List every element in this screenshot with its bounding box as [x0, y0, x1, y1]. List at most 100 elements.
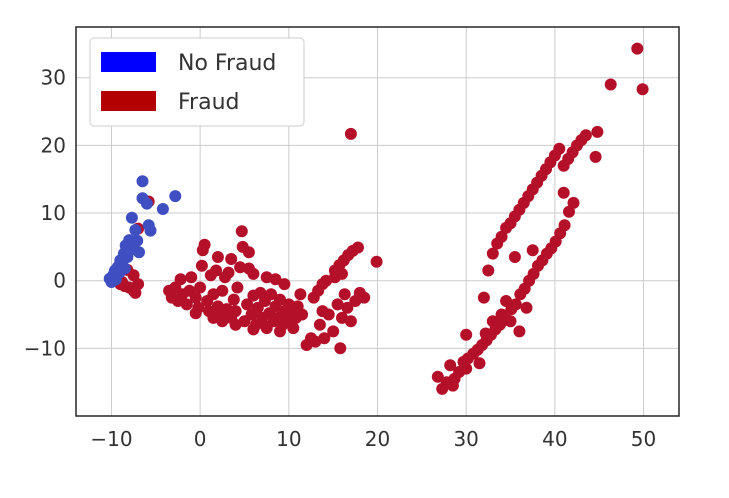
fraud-point	[189, 307, 202, 320]
legend-swatch-fraud	[101, 91, 156, 111]
fraud-point	[444, 359, 457, 372]
legend-label-no-fraud: No Fraud	[178, 51, 276, 76]
x-tick-label: 30	[453, 427, 478, 451]
x-tick-label: 20	[365, 427, 390, 451]
y-tick-label: 20	[41, 133, 66, 157]
fraud-point	[477, 291, 490, 304]
fraud-point	[591, 125, 604, 138]
fraud-point	[526, 244, 539, 257]
fraud-point	[185, 271, 198, 284]
fraud-point	[225, 253, 238, 265]
fraud-point	[241, 298, 254, 311]
fraud-point	[296, 308, 309, 321]
fraud-point	[313, 318, 326, 331]
y-tick-label: 0	[53, 269, 66, 293]
no-fraud-point	[125, 211, 138, 224]
y-tick-label: 10	[41, 201, 66, 225]
fraud-point	[431, 370, 444, 383]
no-fraud-point	[131, 234, 144, 247]
fraud-point	[274, 325, 286, 338]
fraud-point	[331, 298, 344, 311]
fraud-point	[274, 293, 286, 306]
fraud-point	[318, 332, 331, 345]
fraud-point	[344, 127, 357, 140]
fraud-point	[195, 259, 208, 272]
fraud-point	[509, 298, 522, 311]
fraud-point	[222, 266, 235, 279]
fraud-point	[231, 281, 244, 294]
fraud-point	[341, 301, 354, 314]
fraud-point	[260, 322, 273, 335]
fraud-point	[344, 315, 357, 328]
fraud-point	[338, 288, 351, 301]
fraud-point	[174, 273, 187, 286]
fraud-point	[482, 264, 495, 277]
data-points	[103, 42, 649, 395]
fraud-point	[234, 261, 247, 274]
fraud-point	[129, 286, 142, 299]
fraud-point	[460, 328, 473, 341]
no-fraud-point	[118, 262, 131, 275]
x-tick-label: 50	[631, 427, 656, 451]
fraud-point	[631, 42, 644, 55]
fraud-point	[247, 323, 260, 336]
fraud-point	[508, 251, 521, 263]
fraud-point	[558, 219, 571, 232]
fraud-point	[216, 284, 229, 297]
legend-swatch-no-fraud	[101, 52, 156, 72]
fraud-point	[567, 196, 580, 209]
y-axis-ticks: −10 0 10 20 30	[24, 66, 66, 361]
fraud-point	[334, 342, 347, 355]
y-tick-label: 30	[41, 66, 66, 90]
fraud-point	[358, 291, 371, 304]
x-tick-label: 0	[194, 427, 207, 451]
x-axis-ticks: −10 0 10 20 30 40 50	[90, 427, 656, 451]
fraud-point	[513, 325, 526, 338]
fraud-point	[486, 247, 499, 260]
fraud-point	[287, 322, 300, 335]
fraud-point	[294, 288, 307, 301]
no-fraud-point	[156, 203, 169, 215]
fraud-point	[636, 83, 649, 96]
fraud-point	[557, 186, 570, 199]
fraud-point	[479, 327, 492, 340]
fraud-point	[211, 251, 224, 263]
fraud-point	[210, 264, 223, 277]
fraud-point	[504, 315, 517, 328]
plot-frame	[75, 26, 680, 417]
fraud-point	[579, 129, 592, 142]
fraud-point	[265, 288, 278, 301]
no-fraud-point	[136, 175, 149, 188]
no-fraud-point	[133, 246, 145, 259]
fraud-point	[322, 308, 335, 321]
fraud-point	[589, 150, 602, 163]
no-fraud-point	[140, 197, 153, 210]
fraud-point	[553, 142, 566, 155]
fraud-point	[269, 273, 282, 286]
fraud-point	[446, 379, 459, 392]
fraud-point	[370, 255, 383, 268]
fraud-point	[486, 315, 499, 328]
x-tick-label: −10	[90, 427, 132, 451]
fraud-point	[216, 315, 229, 328]
fraud-point	[229, 318, 242, 331]
x-tick-label: 40	[542, 427, 567, 451]
y-tick-label: −10	[24, 336, 66, 360]
no-fraud-point	[129, 224, 142, 236]
fraud-point	[180, 298, 193, 311]
legend: No Fraud Fraud	[89, 37, 305, 127]
fraud-point	[229, 305, 242, 318]
fraud-point	[327, 325, 340, 338]
fraud-point	[198, 238, 211, 251]
fraud-point	[242, 246, 255, 259]
fraud-point	[520, 301, 533, 314]
fraud-point	[278, 278, 291, 291]
fraud-point	[227, 293, 240, 306]
fraud-point	[194, 281, 207, 294]
fraud-point	[189, 291, 202, 304]
fraud-point	[460, 362, 473, 375]
fraud-point	[247, 267, 260, 280]
fraud-point	[352, 241, 364, 254]
x-tick-label: 10	[276, 427, 301, 451]
